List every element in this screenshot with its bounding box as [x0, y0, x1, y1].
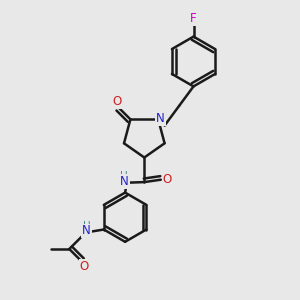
Text: H: H	[82, 221, 90, 231]
Text: N: N	[120, 175, 129, 188]
Text: O: O	[163, 172, 172, 186]
Text: H: H	[120, 171, 128, 181]
Text: N: N	[156, 112, 165, 125]
Text: O: O	[112, 95, 122, 109]
Text: N: N	[82, 224, 91, 238]
Text: F: F	[190, 12, 197, 25]
Text: O: O	[80, 260, 89, 273]
